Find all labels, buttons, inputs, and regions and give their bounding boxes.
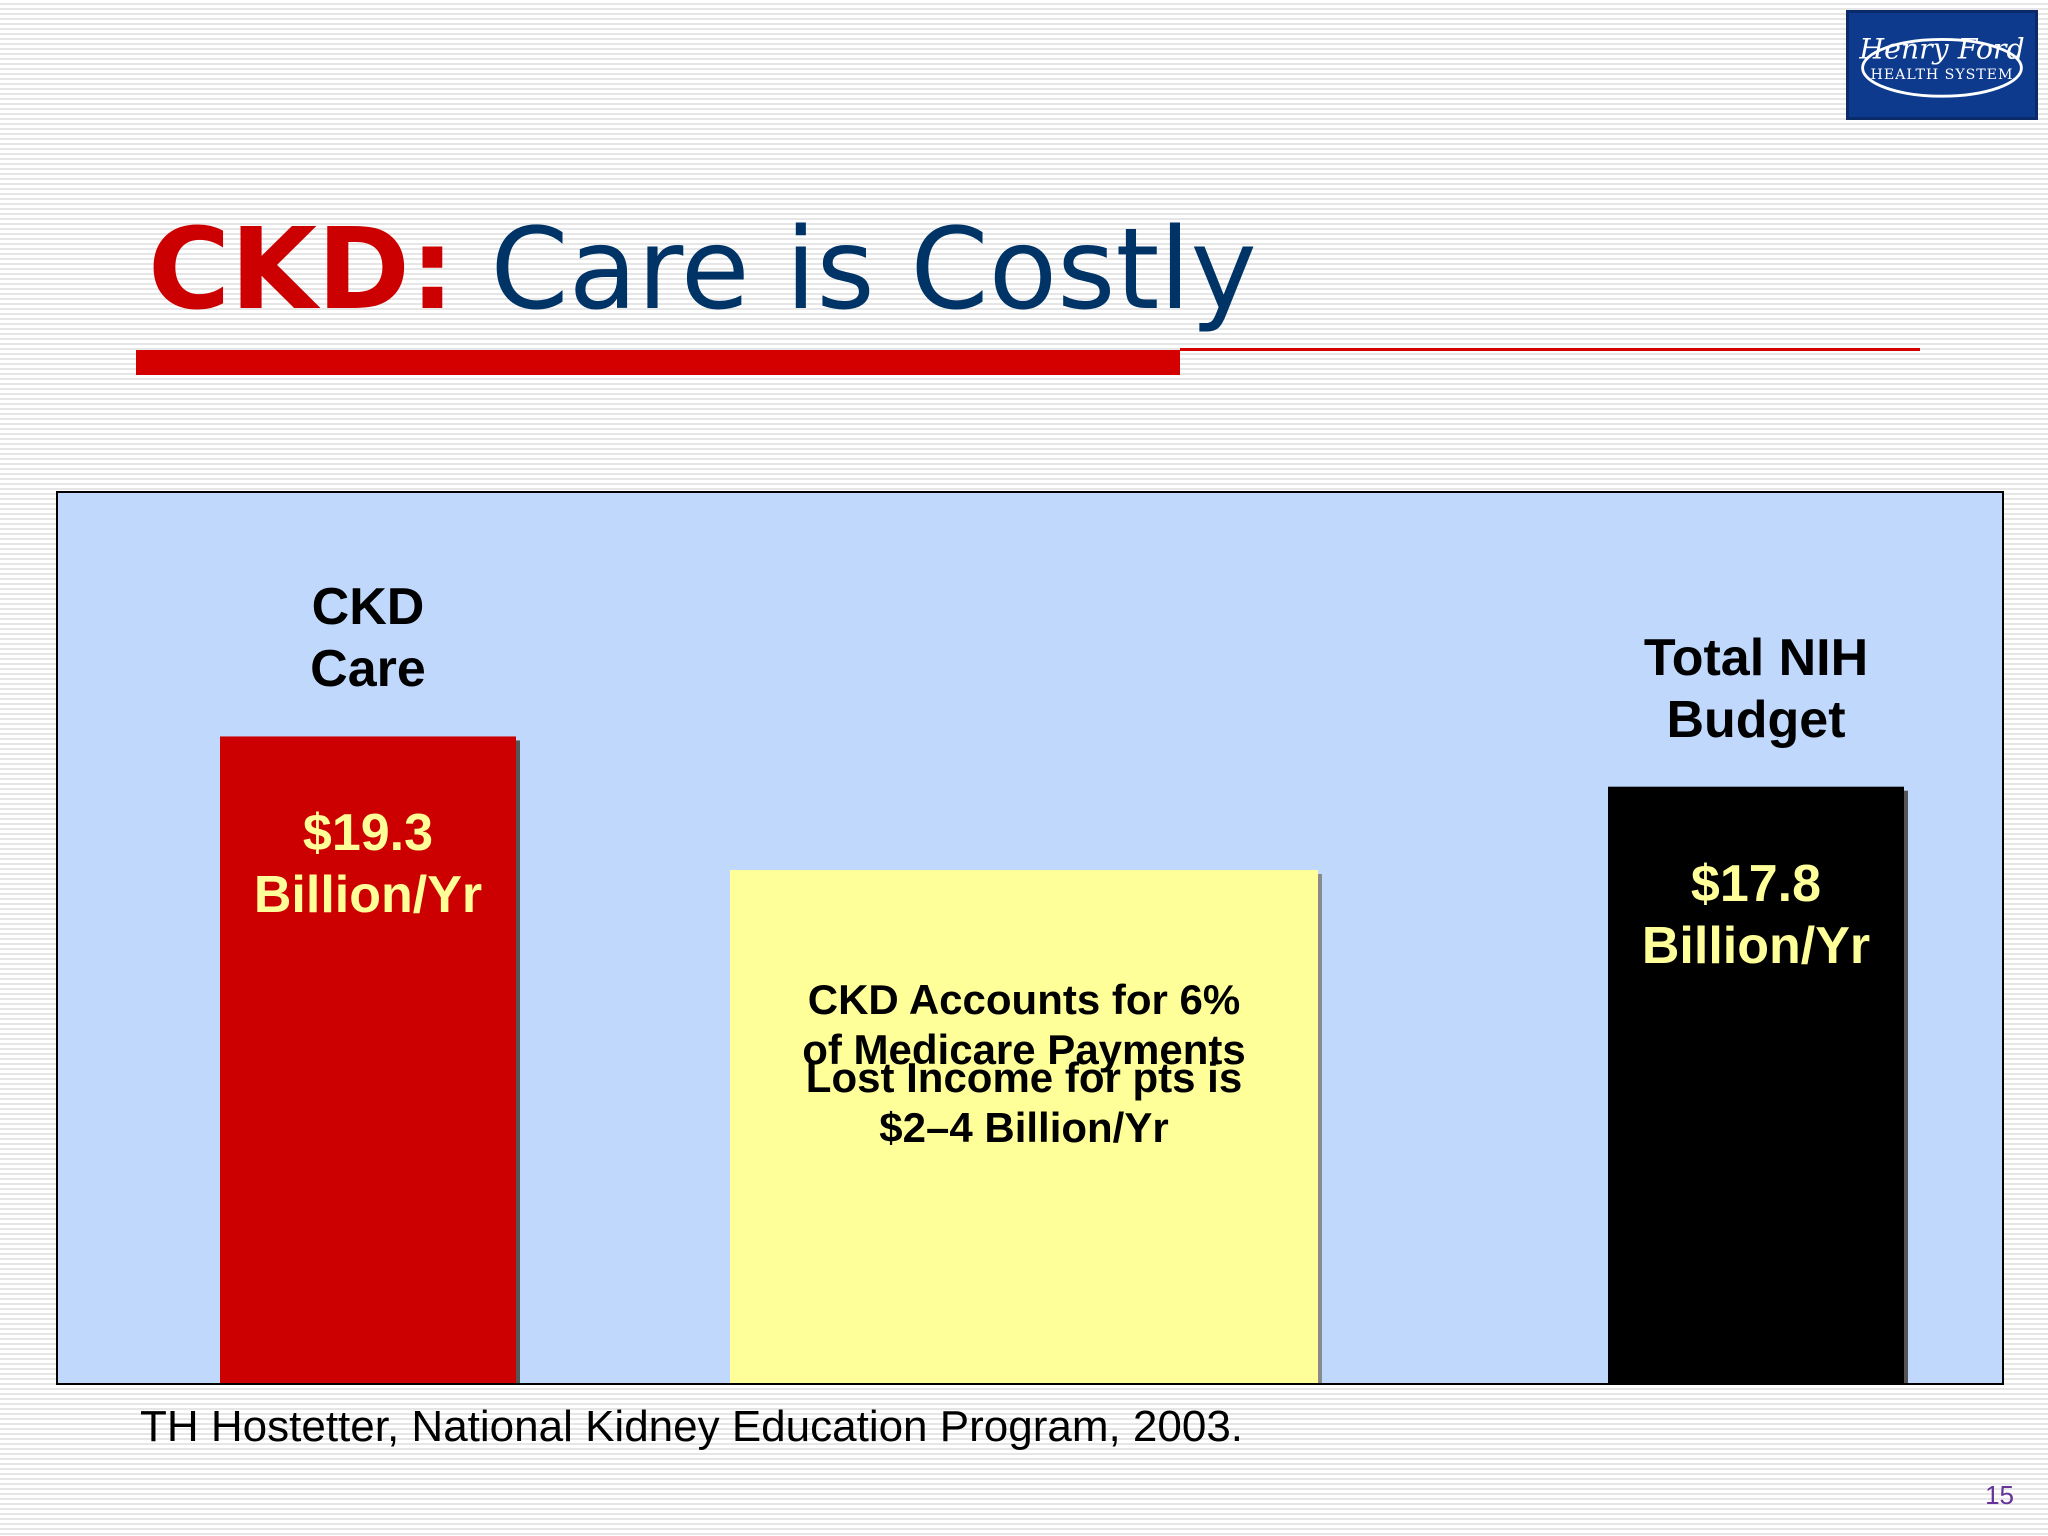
title-underline-thick	[136, 350, 1180, 375]
logo-script-text: Henry Ford	[1858, 32, 2024, 65]
bar-ckd-care	[220, 736, 516, 1383]
bar-label-ckd-care: CKD Care	[310, 578, 426, 699]
bar-label-nih-budget: Total NIH Budget	[1643, 628, 1869, 749]
annotation-lost-income: Lost Income for pts is $2–4 Billion/Yr	[805, 1054, 1243, 1151]
citation: TH Hostetter, National Kidney Education …	[140, 1402, 1244, 1451]
annotation-box	[730, 870, 1318, 1383]
bar-nih-budget	[1608, 786, 1904, 1383]
bar-value-ckd-care: $19.3 Billion/Yr	[253, 804, 483, 925]
title-rest: Care is Costly	[490, 205, 1257, 335]
title-accent: CKD:	[148, 205, 455, 335]
page-title: CKD: Care is Costly	[148, 200, 1257, 340]
page-number: 15	[1985, 1480, 2014, 1510]
logo-caption-text: HEALTH SYSTEM	[1871, 67, 2014, 83]
annotation-medicare: CKD Accounts for 6% of Medicare Payments	[802, 976, 1246, 1073]
title-underline-thin	[1180, 348, 1920, 351]
chart-panel: CKD Care $19.3 Billion/Yr CKD Accounts f…	[56, 491, 2004, 1385]
henry-ford-logo-mark: Henry Ford HEALTH SYSTEM	[1858, 32, 2025, 98]
bar-value-nih-budget: $17.8 Billion/Yr	[1641, 854, 1871, 975]
bar-chart	[220, 736, 1908, 1383]
henry-ford-logo: Henry Ford HEALTH SYSTEM	[1846, 10, 2038, 120]
